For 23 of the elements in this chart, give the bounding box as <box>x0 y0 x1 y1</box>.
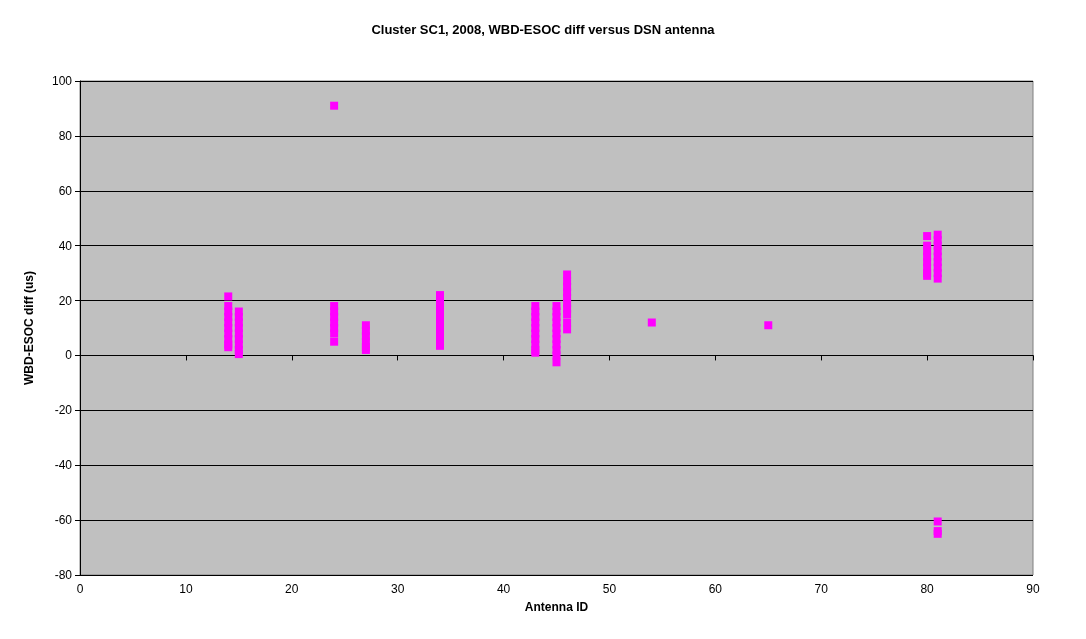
x-tick-label: 70 <box>814 582 829 596</box>
x-tick-label: 60 <box>708 582 723 596</box>
y-tick-label: 20 <box>58 293 73 308</box>
x-tick-label: 50 <box>602 582 617 596</box>
x-tick-label: 30 <box>390 582 405 596</box>
x-tick-label: 80 <box>920 582 935 596</box>
chart-title: Cluster SC1, 2008, WBD-ESOC diff versus DSN antenna <box>371 22 716 37</box>
y-tick-label: -80 <box>54 568 73 582</box>
x-tick-label: 20 <box>285 582 299 596</box>
y-tick-label: 0 <box>65 348 73 363</box>
x-tick-label: 40 <box>496 582 511 596</box>
y-tick-label: -40 <box>54 458 73 473</box>
y-tick-label: 60 <box>58 183 73 198</box>
y-axis-title: WBD-ESOC diff (us) <box>22 271 36 385</box>
y-tick-label: 80 <box>58 128 73 143</box>
y-tick-label: 100 <box>51 74 73 88</box>
y-tick-label: 40 <box>58 238 73 253</box>
y-tick-label: -20 <box>54 403 73 418</box>
y-tick-label: -60 <box>54 513 73 528</box>
x-tick-label: 0 <box>76 582 84 596</box>
x-tick-label: 90 <box>1026 582 1040 596</box>
x-tick-label: 10 <box>179 582 193 596</box>
x-axis-title: Antenna ID <box>524 600 589 614</box>
